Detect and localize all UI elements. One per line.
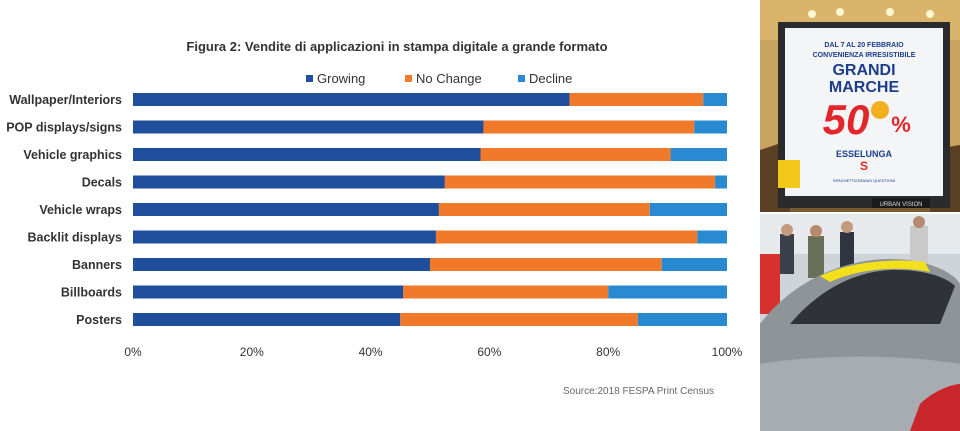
legend-label-2: Decline <box>529 71 572 86</box>
legend: Growing No Change Decline <box>306 71 572 86</box>
x-axis-ticks: 0% 20% 40% 60% 80% 100% <box>124 345 742 359</box>
chart-title: Figura 2: Vendite di applicazioni in sta… <box>186 39 607 54</box>
legend-swatch-2 <box>518 75 525 82</box>
category-label-1: POP displays/signs <box>6 121 122 135</box>
bar-segment-0-2 <box>703 93 727 106</box>
bar-segment-8-0 <box>133 313 401 326</box>
billboard-discount: 50 <box>823 96 870 143</box>
bar-segment-5-2 <box>697 230 727 244</box>
legend-swatch-0 <box>306 75 313 82</box>
x-tick-label-5: 100% <box>712 345 743 359</box>
bar-segment-7-0 <box>133 285 404 299</box>
bar-segment-6-1 <box>430 258 662 271</box>
category-labels: Wallpaper/Interiors POP displays/signs Veh… <box>6 93 122 327</box>
bar-segment-8-1 <box>400 313 638 326</box>
x-tick-label-4: 80% <box>596 345 620 359</box>
billboard-headline-2: MARCHE <box>829 79 900 96</box>
billboard-operator: URBAN VISION <box>879 202 922 208</box>
x-tick-label-0: 0% <box>124 345 142 359</box>
legend-swatch-1 <box>405 75 412 82</box>
bar-segment-2-1 <box>480 148 671 161</box>
billboard-tagline: CONVENIENZA IRRESISTIBILE <box>813 52 916 59</box>
bar-segment-3-1 <box>444 175 716 189</box>
category-label-4: Vehicle wraps <box>39 203 122 217</box>
bar-segment-2-2 <box>670 148 727 161</box>
x-tick-label-1: 20% <box>240 345 264 359</box>
bar-segment-7-2 <box>608 285 727 299</box>
billboard-brand: ESSELUNGA <box>836 149 893 159</box>
category-label-5: Backlit displays <box>28 231 123 245</box>
car-wrap-photo <box>760 214 960 431</box>
category-label-8: Posters <box>76 313 122 327</box>
billboard-footer: SPAGHETTI/GRANDI QUESTIONI <box>833 178 895 183</box>
bar-segment-6-2 <box>661 258 727 271</box>
x-tick-label-3: 60% <box>477 345 501 359</box>
category-label-3: Decals <box>82 176 122 190</box>
bar-segment-1-1 <box>483 120 695 134</box>
billboard-headline-1: GRANDI <box>832 62 895 79</box>
chart-panel: Figura 2: Vendite di applicazioni in sta… <box>6 39 743 397</box>
bar-segment-5-1 <box>435 230 698 244</box>
bar-segment-4-0 <box>133 203 439 216</box>
bars-group <box>133 93 727 326</box>
billboard-percent: % <box>891 112 911 137</box>
stacked-bar-chart: Figura 2: Vendite di applicazioni in sta… <box>6 39 742 359</box>
x-tick-label-2: 40% <box>359 345 383 359</box>
billboard-photo: DAL 7 AL 20 FEBBRAIO CONVENIENZA IRRESIS… <box>760 0 960 212</box>
bar-segment-8-2 <box>637 313 727 326</box>
bar-segment-1-0 <box>133 120 484 134</box>
bar-segment-0-0 <box>133 93 570 106</box>
promo-badge <box>778 160 800 188</box>
category-label-6: Banners <box>72 258 122 272</box>
bar-segment-3-0 <box>133 175 445 189</box>
source-note: Source:2018 FESPA Print Census <box>563 386 715 397</box>
bar-segment-7-1 <box>403 285 609 299</box>
legend-label-1: No Change <box>416 71 482 86</box>
apple-icon <box>871 101 889 119</box>
bar-segment-0-1 <box>569 93 704 106</box>
category-label-7: Billboards <box>61 286 122 300</box>
bar-segment-6-0 <box>133 258 430 271</box>
billboard-brand-mark: S <box>860 159 868 173</box>
bar-segment-1-2 <box>694 120 727 134</box>
bar-segment-2-0 <box>133 148 481 161</box>
bar-segment-4-1 <box>438 203 650 216</box>
legend-label-0: Growing <box>317 71 365 86</box>
bar-segment-3-2 <box>715 175 727 189</box>
category-label-0: Wallpaper/Interiors <box>9 93 122 107</box>
category-label-2: Vehicle graphics <box>23 148 122 162</box>
bar-segment-5-0 <box>133 230 436 244</box>
bar-segment-4-2 <box>649 203 727 216</box>
billboard-date: DAL 7 AL 20 FEBBRAIO <box>824 42 904 49</box>
